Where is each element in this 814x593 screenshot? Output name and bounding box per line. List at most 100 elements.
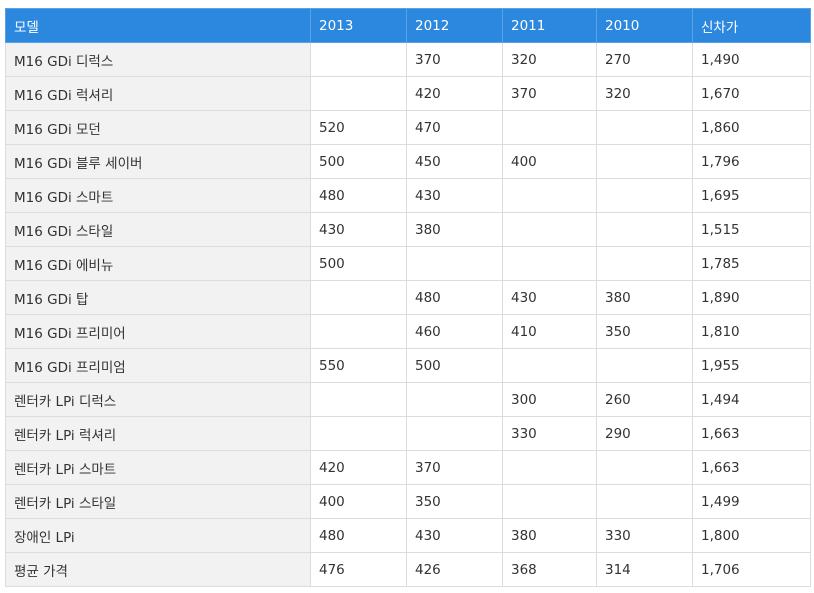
table-header: 모델 2013 2012 2011 2010 신차가	[5, 8, 811, 43]
model-cell: M16 GDi 탑	[5, 280, 311, 315]
price-cell: 260	[596, 382, 693, 417]
price-cell: 500	[310, 246, 407, 281]
price-cell: 426	[406, 552, 503, 587]
price-cell: 1,515	[692, 212, 811, 247]
price-cell: 350	[406, 484, 503, 519]
table-row: M16 GDi 탑 480 430 380 1,890	[5, 280, 811, 315]
price-cell: 380	[502, 518, 597, 553]
price-cell: 1,706	[692, 552, 811, 587]
header-cell: 2012	[406, 8, 503, 43]
price-cell: 1,860	[692, 110, 811, 145]
model-cell: 평균 가격	[5, 552, 311, 587]
price-cell: 380	[596, 280, 693, 315]
table-row: M16 GDi 스마트 480 430 1,695	[5, 178, 811, 213]
price-cell: 400	[502, 144, 597, 179]
price-cell	[502, 450, 597, 485]
price-cell	[406, 416, 503, 451]
price-cell	[596, 348, 693, 383]
price-cell: 1,499	[692, 484, 811, 519]
price-cell	[406, 246, 503, 281]
price-cell: 314	[596, 552, 693, 587]
model-cell: 렌터카 LPi 럭셔리	[5, 416, 311, 451]
price-cell: 550	[310, 348, 407, 383]
price-cell	[596, 144, 693, 179]
table-row: M16 GDi 프리미엄 550 500 1,955	[5, 348, 811, 383]
table-row: 렌터카 LPi 디럭스 300 260 1,494	[5, 382, 811, 417]
table-row: 평균 가격 476 426 368 314 1,706	[5, 552, 811, 587]
price-cell: 470	[406, 110, 503, 145]
price-cell	[502, 484, 597, 519]
price-cell: 430	[502, 280, 597, 315]
price-cell	[596, 450, 693, 485]
header-cell: 2010	[596, 8, 693, 43]
table-row: 렌터카 LPi 럭셔리 330 290 1,663	[5, 416, 811, 451]
price-cell: 1,695	[692, 178, 811, 213]
price-cell: 1,810	[692, 314, 811, 349]
table-row: M16 GDi 프리미어 460 410 350 1,810	[5, 314, 811, 349]
model-cell: M16 GDi 프리미엄	[5, 348, 311, 383]
table-body: M16 GDi 디럭스 370 320 270 1,490 M16 GDi 럭셔리 420 3…	[5, 42, 811, 587]
price-cell: 430	[406, 518, 503, 553]
table-row: M16 GDi 디럭스 370 320 270 1,490	[5, 42, 811, 77]
price-cell: 400	[310, 484, 407, 519]
price-cell: 320	[502, 42, 597, 77]
model-cell: M16 GDi 스타일	[5, 212, 311, 247]
price-cell	[596, 110, 693, 145]
price-cell: 1,796	[692, 144, 811, 179]
model-cell: M16 GDi 스마트	[5, 178, 311, 213]
model-cell: M16 GDi 럭셔리	[5, 76, 311, 111]
price-cell: 370	[502, 76, 597, 111]
price-cell	[310, 42, 407, 77]
price-cell: 290	[596, 416, 693, 451]
price-cell	[310, 280, 407, 315]
table-row: M16 GDi 에비뉴 500 1,785	[5, 246, 811, 281]
model-cell: M16 GDi 디럭스	[5, 42, 311, 77]
price-cell: 1,955	[692, 348, 811, 383]
table-row: M16 GDi 럭셔리 420 370 320 1,670	[5, 76, 811, 111]
price-cell: 370	[406, 450, 503, 485]
price-cell	[502, 212, 597, 247]
price-cell: 368	[502, 552, 597, 587]
price-cell: 370	[406, 42, 503, 77]
price-cell: 330	[596, 518, 693, 553]
price-cell: 476	[310, 552, 407, 587]
header-cell: 2013	[310, 8, 407, 43]
price-cell: 350	[596, 314, 693, 349]
table-row: M16 GDi 스타일 430 380 1,515	[5, 212, 811, 247]
model-cell: M16 GDi 블루 세이버	[5, 144, 311, 179]
price-cell: 1,670	[692, 76, 811, 111]
price-cell	[406, 382, 503, 417]
price-cell	[310, 416, 407, 451]
header-cell: 2011	[502, 8, 597, 43]
price-cell: 480	[406, 280, 503, 315]
table-row: M16 GDi 모던 520 470 1,860	[5, 110, 811, 145]
price-cell: 270	[596, 42, 693, 77]
header-cell: 신차가	[692, 8, 811, 43]
price-cell: 1,663	[692, 416, 811, 451]
price-cell	[596, 178, 693, 213]
price-cell: 1,890	[692, 280, 811, 315]
model-cell: M16 GDi 에비뉴	[5, 246, 311, 281]
price-cell	[310, 382, 407, 417]
price-cell: 380	[406, 212, 503, 247]
price-cell: 1,800	[692, 518, 811, 553]
price-cell: 1,663	[692, 450, 811, 485]
table-row: 장애인 LPi 480 430 380 330 1,800	[5, 518, 811, 553]
price-cell	[310, 314, 407, 349]
model-cell: 렌터카 LPi 스마트	[5, 450, 311, 485]
price-cell	[502, 246, 597, 281]
price-cell: 330	[502, 416, 597, 451]
price-cell: 480	[310, 518, 407, 553]
price-cell: 420	[310, 450, 407, 485]
price-cell: 430	[310, 212, 407, 247]
price-cell: 300	[502, 382, 597, 417]
price-cell: 430	[406, 178, 503, 213]
price-cell	[596, 212, 693, 247]
price-cell	[596, 246, 693, 281]
price-cell: 420	[406, 76, 503, 111]
price-cell	[502, 110, 597, 145]
price-cell: 320	[596, 76, 693, 111]
price-cell	[596, 484, 693, 519]
price-cell: 1,490	[692, 42, 811, 77]
model-cell: M16 GDi 프리미어	[5, 314, 311, 349]
